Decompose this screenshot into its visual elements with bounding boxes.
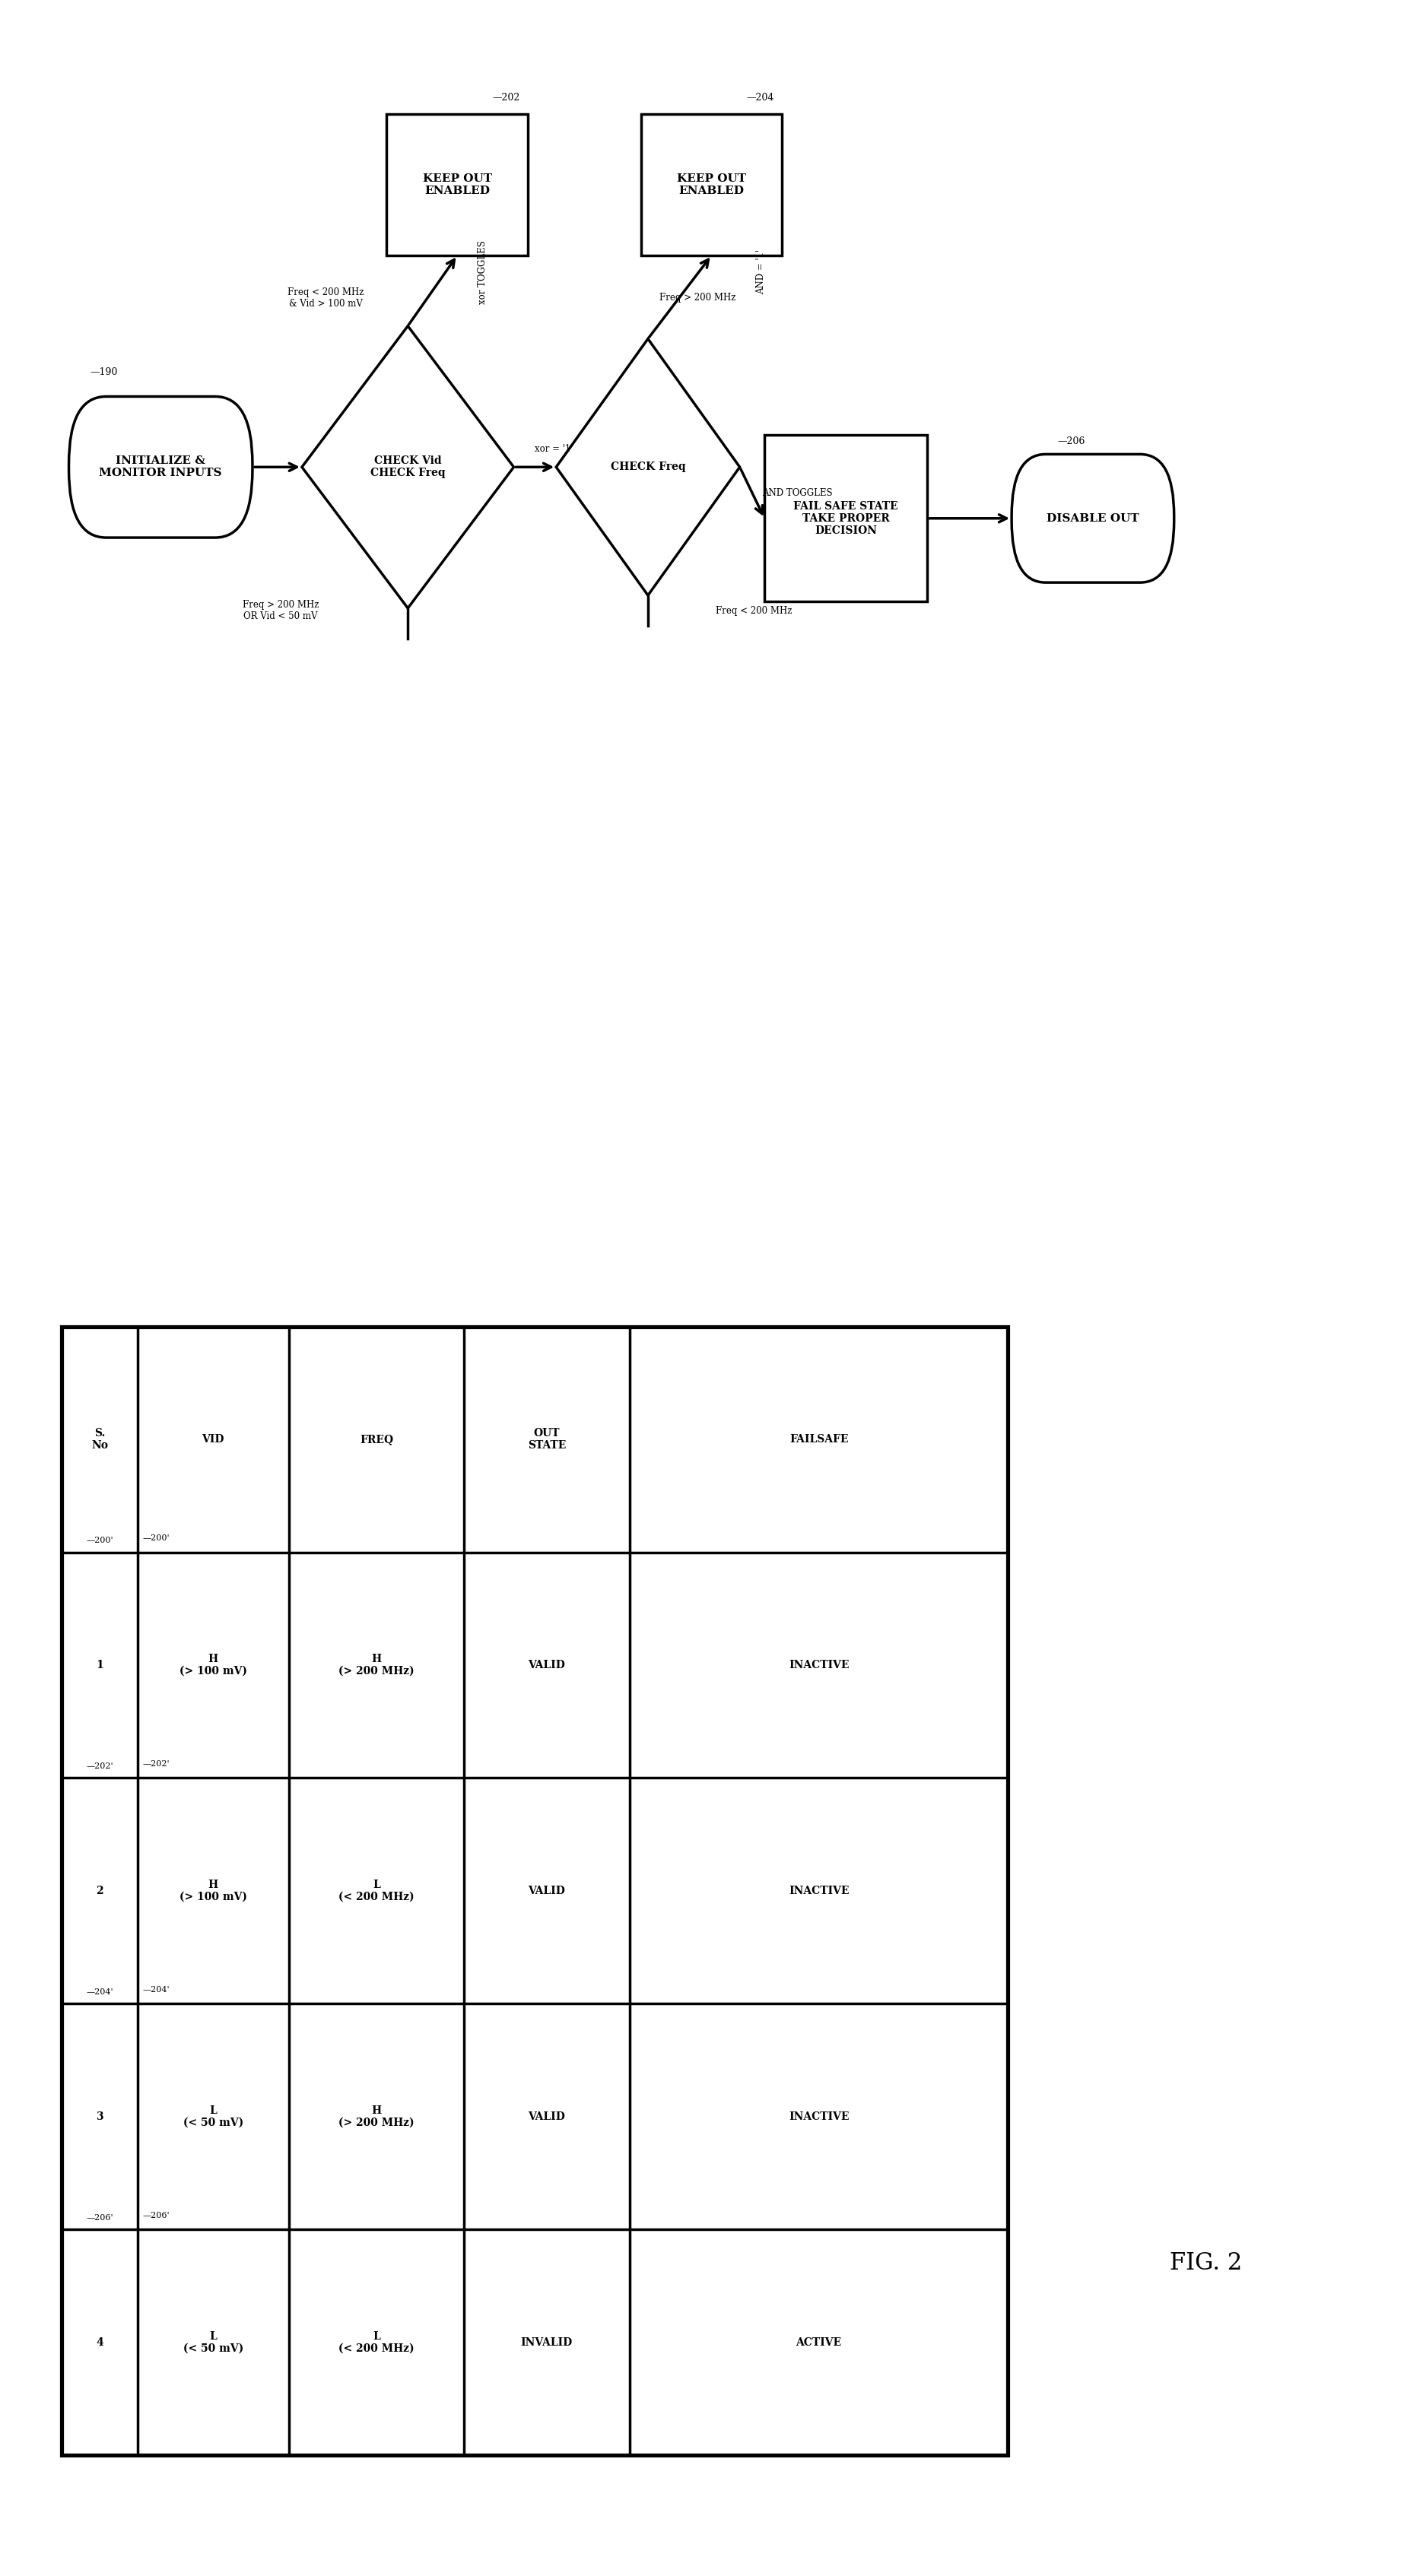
Text: OUT
STATE: OUT STATE	[528, 1427, 566, 1450]
Text: VALID: VALID	[528, 2112, 565, 2123]
Polygon shape	[556, 340, 740, 595]
Text: 3: 3	[95, 2112, 104, 2123]
Text: Freq > 200 MHz
OR Vid < 50 mV: Freq > 200 MHz OR Vid < 50 mV	[242, 600, 319, 621]
Text: —206': —206'	[85, 2215, 114, 2223]
Text: —202: —202	[492, 93, 521, 103]
Text: VALID: VALID	[528, 1659, 565, 1669]
Text: AND = '1': AND = '1'	[756, 250, 766, 294]
FancyBboxPatch shape	[68, 397, 252, 538]
Text: S.
No: S. No	[91, 1427, 108, 1450]
Text: INACTIVE: INACTIVE	[788, 1886, 850, 1896]
Text: H
(> 100 mV): H (> 100 mV)	[179, 1880, 248, 1901]
Text: H
(> 200 MHz): H (> 200 MHz)	[339, 1654, 414, 1677]
Text: Freq < 200 MHz: Freq < 200 MHz	[716, 605, 793, 616]
Text: xor TOGGLES: xor TOGGLES	[478, 240, 488, 304]
Bar	[640, 113, 783, 255]
Text: —200': —200'	[85, 1538, 114, 1546]
Text: —202': —202'	[142, 1759, 169, 1767]
Text: CHECK Freq: CHECK Freq	[610, 461, 686, 471]
Bar	[764, 435, 926, 603]
Bar	[387, 113, 528, 255]
Polygon shape	[302, 327, 514, 608]
Text: L
(< 200 MHz): L (< 200 MHz)	[339, 2331, 414, 2354]
Text: DISABLE OUT: DISABLE OUT	[1046, 513, 1138, 523]
Text: KEEP OUT
ENABLED: KEEP OUT ENABLED	[423, 173, 492, 196]
Text: INITIALIZE &
MONITOR INPUTS: INITIALIZE & MONITOR INPUTS	[100, 456, 222, 479]
Text: H
(> 100 mV): H (> 100 mV)	[179, 1654, 248, 1677]
Text: FAILSAFE: FAILSAFE	[790, 1435, 848, 1445]
Text: VALID: VALID	[528, 1886, 565, 1896]
Text: INACTIVE: INACTIVE	[788, 1659, 850, 1669]
Text: xor = '1': xor = '1'	[535, 443, 573, 453]
Bar	[61, 1327, 1007, 2455]
Text: AND TOGGLES: AND TOGGLES	[763, 487, 832, 497]
Text: —206: —206	[1057, 438, 1086, 446]
Text: FIG. 2: FIG. 2	[1170, 2251, 1242, 2275]
Text: ACTIVE: ACTIVE	[795, 2336, 842, 2347]
Text: FAIL SAFE STATE
TAKE PROPER
DECISION: FAIL SAFE STATE TAKE PROPER DECISION	[794, 500, 898, 536]
Text: L
(< 50 mV): L (< 50 mV)	[184, 2331, 243, 2354]
Text: —204': —204'	[142, 1986, 169, 1994]
Text: VID: VID	[202, 1435, 225, 1445]
Text: 2: 2	[95, 1886, 104, 1896]
Text: H
(> 200 MHz): H (> 200 MHz)	[339, 2105, 414, 2128]
FancyBboxPatch shape	[1012, 453, 1174, 582]
Text: —204: —204	[747, 93, 774, 103]
Text: Freq > 200 MHz: Freq > 200 MHz	[659, 294, 736, 304]
Text: —204': —204'	[85, 1989, 114, 1996]
Text: FREQ: FREQ	[360, 1435, 393, 1445]
Text: L
(< 200 MHz): L (< 200 MHz)	[339, 1880, 414, 1901]
Text: Freq < 200 MHz
& Vid > 100 mV: Freq < 200 MHz & Vid > 100 mV	[287, 286, 364, 309]
Text: 4: 4	[95, 2336, 104, 2347]
Text: —190: —190	[90, 368, 118, 376]
Text: INACTIVE: INACTIVE	[788, 2112, 850, 2123]
Text: INVALID: INVALID	[521, 2336, 572, 2347]
Text: —206': —206'	[142, 2213, 169, 2221]
Text: CHECK Vid
CHECK Freq: CHECK Vid CHECK Freq	[370, 456, 445, 479]
Text: —200': —200'	[142, 1535, 169, 1543]
Text: L
(< 50 mV): L (< 50 mV)	[184, 2105, 243, 2128]
Text: KEEP OUT
ENABLED: KEEP OUT ENABLED	[677, 173, 746, 196]
Text: 1: 1	[95, 1659, 104, 1669]
Text: —202': —202'	[85, 1762, 114, 1770]
